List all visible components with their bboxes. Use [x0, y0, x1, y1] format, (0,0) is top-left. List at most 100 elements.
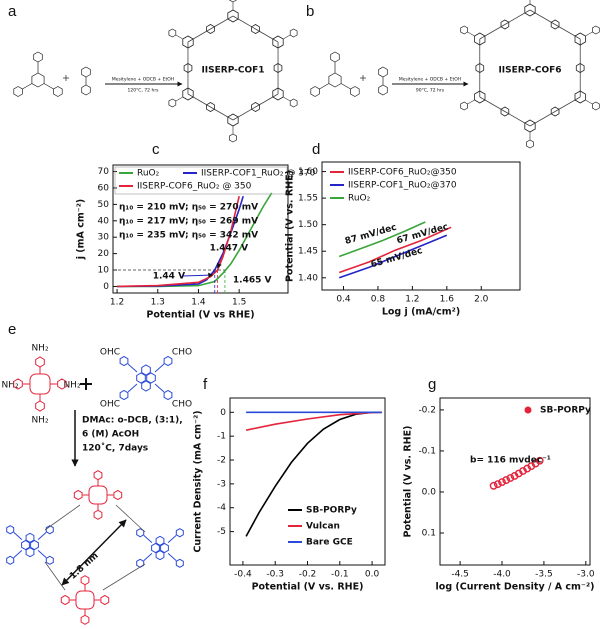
molecule-bond	[102, 563, 146, 591]
molecule-ring	[33, 51, 43, 63]
molecule-ring	[310, 86, 320, 97]
molecule-ring	[100, 594, 110, 606]
panel-label: d	[312, 141, 320, 158]
molecule-bond	[467, 31, 475, 37]
molecule-ring	[6, 525, 15, 535]
molecule-bond	[13, 550, 23, 558]
porphyrin-core	[88, 485, 108, 505]
molecule-ring	[330, 51, 340, 63]
molecule-ring	[81, 84, 91, 96]
molecule-bond	[143, 535, 153, 543]
legend-label: RuO₂	[348, 194, 371, 204]
molecule-ring	[6, 555, 15, 565]
molecule-ring	[592, 25, 600, 35]
x-tick-label: -4.0	[493, 570, 511, 580]
molecule-bond	[44, 504, 81, 531]
molecule-bond	[283, 34, 291, 40]
molecule-bond	[529, 96, 581, 127]
y-tick-label: 30	[98, 233, 110, 243]
data-point	[502, 476, 511, 484]
molecule-ring	[119, 355, 129, 367]
molecule-ring	[574, 32, 586, 46]
molecule-bond	[167, 535, 177, 543]
dimension-arrow	[61, 519, 127, 586]
molecule-ring	[93, 509, 103, 520]
y-tick-label: -3	[217, 479, 226, 489]
annotation: 67 mV/dec	[396, 222, 450, 246]
molecule-ring	[474, 90, 486, 104]
molecule-ring	[289, 98, 298, 108]
molecule-ring	[35, 356, 45, 368]
molecule-ring	[13, 378, 23, 390]
molecule-ring	[73, 489, 83, 501]
molecule-ring	[378, 66, 388, 78]
y-tick-label: 1.45	[298, 247, 318, 257]
molecule-ring	[272, 87, 284, 101]
x-tick-label: 1.4	[191, 298, 206, 308]
series-line	[338, 221, 426, 258]
molecule-ring	[160, 542, 169, 554]
molecule-ring	[328, 72, 342, 88]
molecule-bond	[13, 532, 23, 540]
x-axis-label: Log j (mA/cm²)	[382, 307, 460, 318]
molecule-bond	[585, 31, 593, 37]
x-axis-label: Potential (V vs RHE)	[146, 310, 254, 321]
legend-label: SB-PORPy	[306, 506, 357, 516]
series-line	[338, 234, 448, 279]
molecule-bond	[529, 9, 581, 40]
legend-label: IISERP-COF1_RuO₂ @ 370	[201, 169, 316, 179]
molecule-bond	[479, 96, 531, 127]
molecule-bond	[467, 99, 475, 105]
panel-label: a	[8, 3, 17, 20]
molecule-ring	[45, 555, 54, 565]
molecule-ring	[136, 558, 145, 568]
condition: Mesitylene + ODCB + EtOH	[112, 77, 174, 83]
molecule-ring	[206, 102, 215, 112]
molecule-ring	[175, 558, 184, 568]
legend-label: SB-PORPy	[540, 406, 591, 416]
annotation: η₁₀ = 217 mV; η₅₀ = 269 mV	[119, 217, 258, 227]
condition: 90°C, 72 hrs	[416, 88, 445, 94]
amine-label: NH₂	[63, 381, 81, 391]
series-line	[245, 411, 382, 537]
molecule-bond	[232, 15, 279, 43]
x-axis-label: Potential (V vs. RHE)	[252, 582, 364, 593]
molecule-ring	[550, 106, 560, 117]
molecule-ring	[45, 525, 54, 535]
molecule-ring	[273, 63, 283, 73]
data-point	[489, 481, 498, 490]
panel-label: e	[8, 321, 16, 338]
molecule-bond	[187, 93, 234, 121]
y-tick-label: -1	[217, 432, 226, 442]
molecule-ring	[206, 24, 215, 34]
data-point	[498, 478, 506, 487]
y-tick-label: 20	[98, 249, 110, 259]
molecule-bond	[319, 83, 330, 90]
molecule-ring	[500, 106, 510, 117]
molecule-bond	[479, 9, 531, 40]
molecule-bond	[44, 561, 66, 591]
x-axis-label: log (Current Density / A cm⁻²)	[436, 582, 595, 593]
x-tick-label: 1.3	[151, 298, 165, 308]
y-tick-label: 0	[103, 282, 109, 292]
molecule-ring	[155, 535, 165, 546]
molecule-ring	[182, 87, 194, 101]
molecule-ring	[25, 547, 35, 558]
molecule-ring	[229, 0, 237, 3]
molecule-ring	[53, 86, 63, 97]
y-tick-label: 50	[98, 200, 110, 210]
molecule-bond	[154, 383, 165, 393]
molecule-ring	[460, 25, 468, 35]
molecule-bond	[340, 83, 351, 90]
molecule-ring	[575, 63, 585, 73]
molecule-ring	[30, 539, 39, 551]
y-tick-label: 0.0	[422, 487, 437, 497]
molecule-bond	[154, 363, 165, 373]
y-axis-label: Potential (V vs. RHE)	[285, 170, 296, 282]
molecule-ring	[168, 98, 177, 108]
molecule-ring	[60, 594, 70, 606]
plot-frame	[112, 164, 289, 294]
molecule-bond	[37, 532, 47, 540]
molecule-ring	[183, 63, 193, 73]
molecule-ring	[475, 63, 485, 73]
